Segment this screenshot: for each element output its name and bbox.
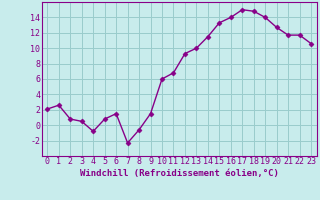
X-axis label: Windchill (Refroidissement éolien,°C): Windchill (Refroidissement éolien,°C) xyxy=(80,169,279,178)
